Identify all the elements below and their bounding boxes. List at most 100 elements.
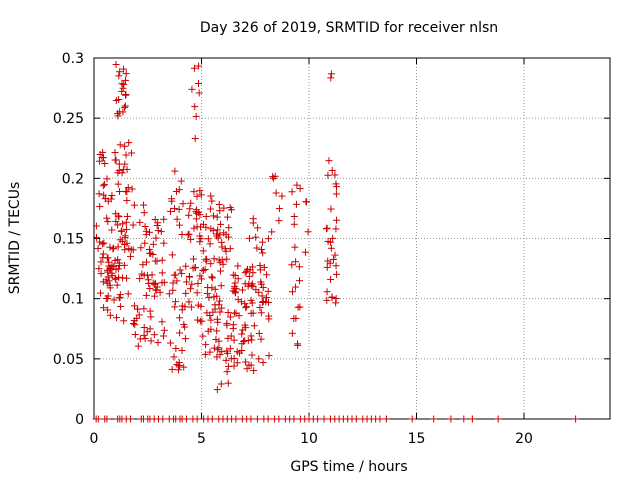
- data-point: [259, 359, 267, 367]
- data-point: [141, 223, 149, 231]
- data-point: [296, 303, 304, 311]
- data-point: [186, 205, 194, 213]
- data-point: [208, 273, 216, 281]
- data-point: [98, 153, 106, 161]
- data-point: [116, 187, 124, 195]
- data-point: [121, 102, 129, 110]
- data-point: [178, 269, 186, 277]
- data-point: [264, 415, 272, 423]
- data-point: [158, 269, 166, 277]
- data-point: [231, 279, 239, 287]
- data-point: [147, 337, 155, 345]
- data-point: [99, 250, 107, 258]
- data-point: [111, 156, 119, 164]
- data-point: [187, 303, 195, 311]
- data-point: [220, 204, 228, 212]
- data-point: [101, 194, 109, 202]
- data-point: [101, 180, 109, 188]
- data-point: [327, 74, 335, 82]
- data-point: [191, 135, 199, 143]
- data-point: [292, 258, 300, 266]
- data-point: [199, 266, 207, 274]
- data-point: [256, 304, 264, 312]
- data-points: [92, 60, 580, 423]
- data-point: [130, 320, 138, 328]
- data-point: [105, 258, 113, 266]
- data-point: [468, 415, 476, 423]
- data-point: [122, 218, 130, 226]
- data-point: [103, 254, 111, 262]
- data-point: [249, 219, 257, 227]
- data-point: [103, 279, 111, 287]
- data-point: [210, 255, 218, 263]
- data-point: [208, 197, 216, 205]
- data-point: [142, 231, 150, 239]
- data-point: [96, 289, 104, 297]
- data-point: [108, 191, 116, 199]
- data-point: [197, 302, 205, 310]
- data-point: [131, 331, 139, 339]
- data-point: [120, 65, 128, 73]
- data-point: [175, 362, 183, 370]
- data-point: [320, 415, 328, 423]
- y-tick-label: 0.05: [53, 352, 84, 368]
- data-point: [117, 303, 125, 311]
- data-point: [246, 266, 254, 274]
- data-point: [212, 335, 220, 343]
- data-point: [104, 218, 112, 226]
- y-tick-label: 0.25: [53, 111, 84, 127]
- data-point: [195, 89, 203, 97]
- grid: [94, 58, 610, 419]
- data-point: [323, 224, 331, 232]
- data-point: [275, 415, 283, 423]
- x-tick-label: 15: [408, 431, 426, 447]
- data-point: [189, 264, 197, 272]
- data-point: [257, 335, 265, 343]
- data-point: [216, 297, 224, 305]
- data-point: [196, 272, 204, 280]
- data-point: [116, 141, 124, 149]
- data-point: [142, 291, 150, 299]
- data-point: [118, 227, 126, 235]
- data-point: [222, 356, 230, 364]
- data-point: [136, 218, 144, 226]
- data-point: [204, 283, 212, 291]
- data-point: [122, 91, 130, 99]
- data-point: [194, 80, 202, 88]
- data-point: [206, 348, 214, 356]
- data-point: [209, 227, 217, 235]
- data-point: [122, 225, 130, 233]
- data-point: [160, 326, 168, 334]
- data-point: [207, 192, 215, 200]
- data-point: [263, 294, 271, 302]
- data-point: [290, 220, 298, 228]
- data-point: [188, 85, 196, 93]
- data-point: [213, 213, 221, 221]
- data-point: [199, 220, 207, 228]
- y-tick-label: 0.1: [62, 292, 84, 308]
- data-point: [195, 62, 203, 70]
- data-point: [104, 294, 112, 302]
- data-point: [215, 344, 223, 352]
- data-point: [296, 277, 304, 285]
- data-point: [103, 415, 111, 423]
- data-point: [122, 70, 130, 78]
- data-point: [120, 80, 128, 88]
- data-point: [265, 315, 273, 323]
- data-point: [100, 304, 108, 312]
- data-point: [181, 303, 189, 311]
- data-point: [226, 313, 234, 321]
- data-point: [352, 415, 360, 423]
- data-point: [190, 224, 198, 232]
- data-point: [224, 309, 232, 317]
- data-point: [140, 305, 148, 313]
- data-point: [223, 368, 231, 376]
- data-point: [226, 345, 234, 353]
- data-point: [115, 262, 123, 270]
- data-point: [214, 318, 222, 326]
- data-point: [189, 255, 197, 263]
- data-point: [225, 224, 233, 232]
- y-axis-label: SRMTID / TECUs: [7, 182, 23, 295]
- data-point: [128, 185, 136, 193]
- data-point: [151, 279, 159, 287]
